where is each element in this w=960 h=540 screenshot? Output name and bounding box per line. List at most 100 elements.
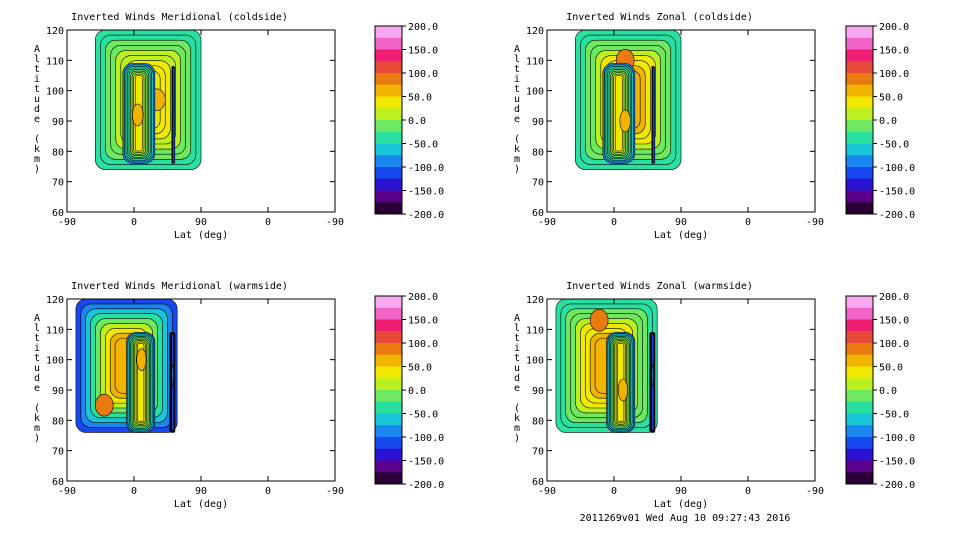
y-axis-label-char: t [34, 353, 40, 364]
contour-peak [136, 348, 147, 371]
chart-panel-3: 60 70 80 90 100 110 120 -90 0 90 0 -90 Inverted Wind… [34, 281, 444, 510]
colorbar-tick-label: 50.0 [408, 363, 432, 374]
y-axis-label-char: ( [514, 134, 520, 145]
x-tick-label: -90 [806, 217, 824, 228]
x-tick-label: 0 [611, 486, 617, 497]
colorbar-tick-label: 150.0 [879, 46, 909, 57]
contour-peak [651, 363, 654, 387]
colorbar-tick-label: 100.0 [408, 339, 438, 350]
x-tick-label: 90 [195, 486, 207, 497]
y-axis-label-char: m [514, 423, 520, 434]
colorbar-tick-label: 200.0 [879, 292, 909, 303]
colorbar-swatch [375, 472, 402, 485]
y-axis-label-char: m [34, 423, 40, 434]
x-axis-label: Lat (deg) [654, 230, 708, 241]
colorbar-tick-label: 150.0 [879, 316, 909, 327]
y-axis-label-char: u [34, 363, 40, 374]
y-axis-label-char: u [514, 94, 520, 105]
y-axis-label-char: ( [34, 403, 40, 414]
y-tick-label: 60 [52, 477, 64, 488]
colorbar-tick-label: -100.0 [879, 163, 915, 174]
colorbar-tick-label: -150.0 [879, 457, 915, 468]
colorbar-swatch [846, 319, 873, 332]
y-tick-label: 60 [52, 208, 64, 219]
colorbar-swatch [375, 331, 402, 344]
x-axis-label: Lat (deg) [654, 499, 708, 510]
colorbar-tick-label: -200.0 [879, 480, 915, 491]
colorbar-swatch [375, 390, 402, 403]
colorbar-swatch [375, 413, 402, 426]
y-axis-label-char: u [514, 363, 520, 374]
x-tick-label: 0 [131, 486, 137, 497]
y-axis-label-char: e [514, 383, 520, 394]
colorbar-swatch [375, 343, 402, 356]
colorbar-swatch [375, 143, 402, 156]
x-tick-label: 90 [675, 217, 687, 228]
colorbar-tick-label: 0.0 [408, 116, 426, 127]
colorbar-swatch [846, 190, 873, 203]
x-tick-label: 0 [745, 217, 751, 228]
y-tick-label: 110 [46, 56, 64, 67]
x-tick-label: -90 [58, 486, 76, 497]
colorbar-tick-label: -150.0 [408, 457, 444, 468]
y-axis-label-char: d [514, 373, 520, 384]
colorbar-swatch [846, 131, 873, 144]
colorbar-swatch [375, 96, 402, 109]
y-axis-label-char: A [514, 44, 520, 55]
x-tick-label: 90 [675, 486, 687, 497]
y-axis-label-char: ( [34, 134, 40, 145]
y-tick-label: 90 [532, 386, 544, 397]
y-axis-label-char: ) [514, 164, 520, 175]
y-axis-label-char: t [514, 353, 520, 364]
y-tick-label: 110 [526, 56, 544, 67]
colorbar-swatch [846, 413, 873, 426]
colorbar-swatch [846, 448, 873, 461]
colorbar-tick-label: 100.0 [408, 69, 438, 80]
colorbar: 200.0 150.0 100.0 50.0 0.0 -50.0 -100.0 -150.0 -… [845, 292, 915, 491]
colorbar-swatch [846, 84, 873, 97]
x-tick-label: 0 [265, 217, 271, 228]
colorbar-swatch [375, 354, 402, 367]
colorbar-swatch [846, 49, 873, 62]
y-axis-label-char: m [514, 154, 520, 165]
y-tick-label: 70 [52, 447, 64, 458]
colorbar-swatch [375, 120, 402, 133]
colorbar-tick-label: 100.0 [879, 69, 909, 80]
colorbar-swatch [375, 437, 402, 450]
colorbar-tick-label: 100.0 [879, 339, 909, 350]
x-tick-label: 0 [745, 486, 751, 497]
colorbar-swatch [846, 61, 873, 74]
y-axis-label-char: d [34, 373, 40, 384]
y-axis-label-char: i [514, 74, 520, 85]
data-region-3 [171, 66, 176, 164]
chart-title: Inverted Winds Zonal (coldside) [566, 12, 753, 23]
colorbar-tick-label: 200.0 [879, 22, 909, 33]
colorbar-swatch [846, 108, 873, 121]
x-axis-label: Lat (deg) [174, 499, 228, 510]
contour-peak [589, 308, 609, 332]
y-axis-label-char: d [514, 104, 520, 115]
colorbar-swatch [846, 472, 873, 485]
colorbar-tick-label: 0.0 [408, 386, 426, 397]
y-axis-label-char: i [34, 343, 40, 354]
y-axis-label-char: k [34, 144, 40, 155]
y-tick-label: 100 [526, 356, 544, 367]
data-region-3 [169, 332, 176, 433]
colorbar-swatch [846, 143, 873, 156]
y-axis-label-char: A [34, 313, 40, 324]
contour-peak [652, 79, 654, 102]
colorbar-swatch [846, 378, 873, 391]
colorbar-swatch [846, 202, 873, 215]
colorbar-tick-label: -200.0 [879, 210, 915, 221]
chart-title: Inverted Winds Meridional (coldside) [71, 12, 288, 23]
y-axis-label-char: A [514, 313, 520, 324]
colorbar-swatch [846, 296, 873, 309]
colorbar-swatch [375, 460, 402, 473]
colorbar-swatch [375, 84, 402, 97]
y-tick-label: 100 [526, 87, 544, 98]
colorbar-swatch [375, 178, 402, 191]
x-tick-label: -90 [538, 486, 556, 497]
x-tick-label: 0 [131, 217, 137, 228]
contour-peak [617, 378, 628, 402]
